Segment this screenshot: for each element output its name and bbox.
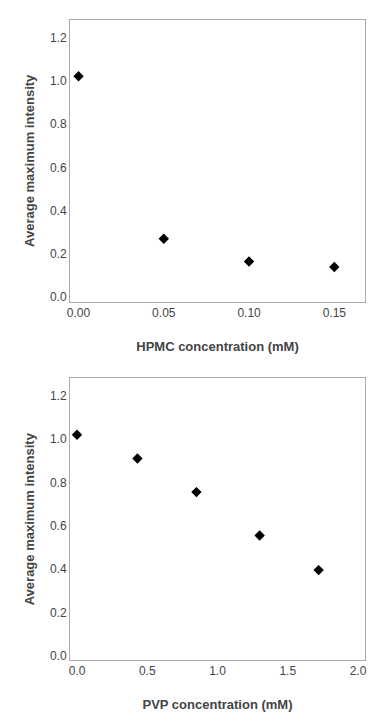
svg-text:0.10: 0.10 xyxy=(237,306,261,320)
svg-text:0.6: 0.6 xyxy=(50,161,67,175)
svg-text:0.2: 0.2 xyxy=(50,606,67,620)
svg-text:1.2: 1.2 xyxy=(50,31,67,45)
svg-text:0.5: 0.5 xyxy=(139,664,156,678)
svg-text:0.4: 0.4 xyxy=(50,204,67,218)
svg-text:0.0: 0.0 xyxy=(50,649,67,663)
svg-text:PVP concentration (mM): PVP concentration (mM) xyxy=(142,697,292,712)
svg-text:1.0: 1.0 xyxy=(209,664,226,678)
svg-text:HPMC concentration (mM): HPMC concentration (mM) xyxy=(136,339,299,354)
svg-text:1.0: 1.0 xyxy=(50,74,67,88)
svg-text:0.15: 0.15 xyxy=(323,306,347,320)
svg-text:1.5: 1.5 xyxy=(279,664,296,678)
svg-text:0.0: 0.0 xyxy=(69,664,86,678)
svg-text:0.8: 0.8 xyxy=(50,117,67,131)
svg-text:0.05: 0.05 xyxy=(152,306,176,320)
svg-text:0.6: 0.6 xyxy=(50,519,67,533)
svg-text:2.0: 2.0 xyxy=(350,664,367,678)
svg-text:1.0: 1.0 xyxy=(50,432,67,446)
svg-text:1.2: 1.2 xyxy=(50,389,67,403)
svg-text:0.8: 0.8 xyxy=(50,476,67,490)
svg-text:Average maximum intensity: Average maximum intensity xyxy=(22,432,37,605)
svg-text:0.00: 0.00 xyxy=(67,306,91,320)
svg-text:0.4: 0.4 xyxy=(50,562,67,576)
svg-text:Average maximum intensity: Average maximum intensity xyxy=(22,74,37,247)
svg-text:0.0: 0.0 xyxy=(50,290,67,304)
svg-text:0.2: 0.2 xyxy=(50,247,67,261)
